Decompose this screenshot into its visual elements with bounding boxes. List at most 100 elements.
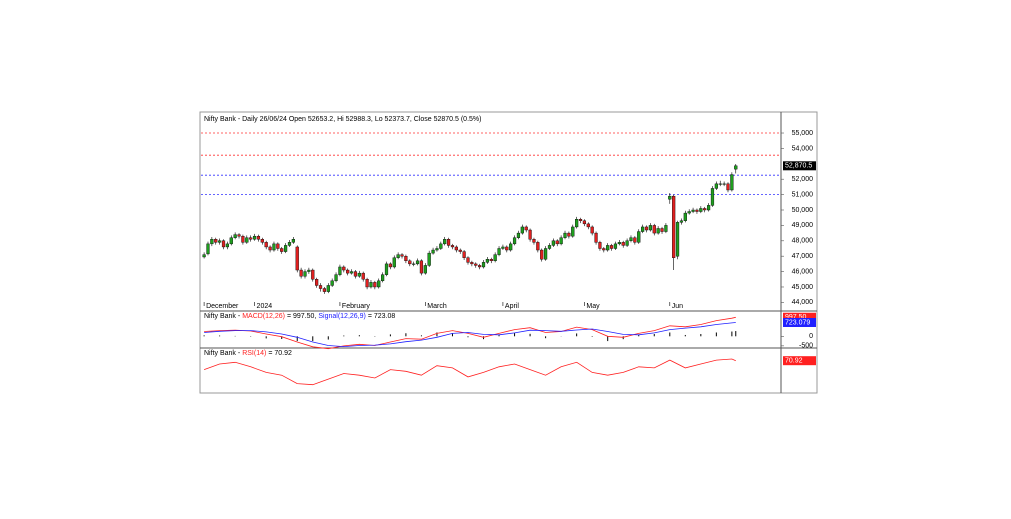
x-tick-label: May [586,303,600,310]
y-tick-label: 50,000 [792,207,814,214]
candle-body [264,242,268,248]
candle-body [644,226,649,231]
candle-body [505,246,509,251]
candle-body [547,245,552,249]
candle-body [730,174,734,191]
candle-body [648,225,652,231]
candle-body [509,243,513,251]
last-value-label: 52,870.5 [785,163,812,170]
histogram-bar [700,334,702,337]
candle-body [365,279,369,288]
candle-body [412,263,416,265]
histogram-bar [420,335,422,337]
candle-body [656,228,660,234]
candle-body [687,211,691,214]
candle-body [349,271,354,274]
candle-body [392,257,396,268]
candle-body [551,240,555,246]
legend-value: = 723.08 [368,313,396,320]
last-value-label: 70.92 [785,358,803,365]
candle-body [613,243,618,249]
candle-body [218,240,222,243]
candle-body [295,246,299,271]
series-line [204,316,736,350]
x-tick-label: 2024 [257,303,273,310]
y-tick-label: 51,000 [792,191,814,198]
candle-body [396,254,400,258]
candle-body [598,242,602,249]
panel-title-prefix: Nifty Bank - [204,350,241,357]
candle-body [427,252,431,266]
candle-body [241,235,245,243]
candle-body [559,237,563,245]
candle-body [330,280,334,286]
candle-body [617,242,621,245]
candle-body [493,254,497,262]
candle-body [586,223,590,228]
candle-body [443,239,447,245]
candle-body [272,243,276,251]
series-line [203,358,736,386]
panel-title-prefix: Nifty Bank - [204,313,241,320]
candle-body [481,262,486,268]
histogram-bar [669,332,671,337]
candle-body [664,225,668,232]
histogram-bar [405,333,407,337]
candle-body [726,183,730,191]
last-value-label: 997.50 [785,314,807,321]
candle-body [590,226,594,234]
histogram-bar [514,333,516,337]
candle-body [734,165,738,170]
histogram-bar [529,333,531,337]
x-tick-label: February [342,303,371,310]
candle-body [641,226,645,232]
candle-body [474,263,478,266]
candle-body [722,183,726,185]
candle-body [633,237,637,243]
candle-body [415,260,420,265]
candle-body [229,237,233,245]
candle-body [567,232,571,237]
histogram-bar [389,334,391,337]
candle-body [423,265,427,274]
candle-body [431,249,435,254]
candle-body [706,205,711,211]
candle-body [202,254,206,258]
candle-body [703,208,707,211]
series-line [204,322,736,348]
candle-body [221,240,226,248]
legend-name: MACD(12,26) [242,313,285,320]
candle-body [361,272,365,280]
candle-body [718,183,722,185]
histogram-bar [358,335,360,337]
legend-value: = 997.50, [287,313,316,320]
candle-body [439,243,443,249]
candle-body [458,249,462,252]
candle-body [660,228,664,232]
candle-body [478,265,482,268]
candle-body [381,274,385,282]
y-tick-label: 49,000 [792,222,814,229]
histogram-bar [467,336,469,338]
candle-body [435,248,439,251]
y-tick-label: 52,000 [792,176,814,183]
candle-body [373,282,377,288]
candle-body [578,219,583,221]
candle-body [637,231,641,243]
candle-body [470,262,474,265]
candle-body [528,229,532,240]
histogram-bar [343,335,345,337]
candle-body [326,285,330,292]
candle-body [388,263,392,268]
candle-body [377,280,381,288]
candle-body [291,239,295,243]
last-value-box [783,317,816,327]
histogram-bar [607,336,609,342]
candle-body [357,272,361,277]
candle-body [280,248,284,252]
histogram-bar [265,336,267,339]
histogram-bar [498,334,500,337]
histogram-bar [684,334,686,337]
